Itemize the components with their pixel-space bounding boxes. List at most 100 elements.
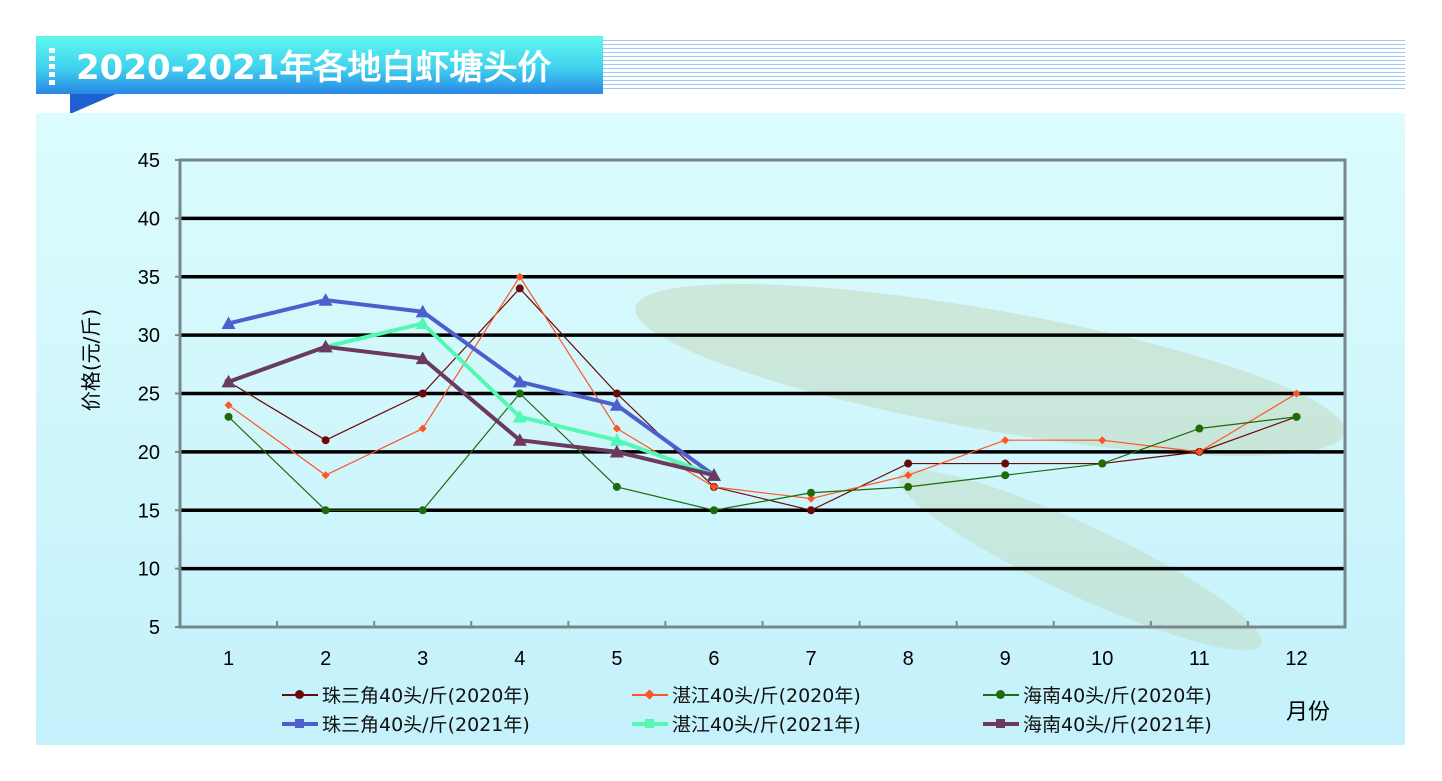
legend-marker-icon bbox=[996, 689, 1005, 699]
legend-label: 湛江40头/斤(2020年) bbox=[672, 685, 861, 707]
data-point-4 bbox=[415, 316, 430, 330]
data-point-1 bbox=[1195, 447, 1204, 456]
series-line-1 bbox=[228, 276, 1297, 500]
y-tick-label: 15 bbox=[138, 500, 160, 522]
data-point-0 bbox=[321, 436, 330, 445]
x-tick-label: 8 bbox=[903, 648, 914, 670]
y-tick-label: 40 bbox=[138, 208, 160, 230]
data-point-4 bbox=[609, 433, 624, 446]
legend-label: 海南40头/斤(2021年) bbox=[1023, 714, 1212, 736]
series-line-2 bbox=[228, 392, 1297, 511]
chart-title: 2020-2021年各地白虾塘头价 bbox=[76, 48, 552, 88]
y-tick-label: 30 bbox=[138, 325, 160, 347]
legend-item: 海南40头/斤(2021年) bbox=[983, 710, 1212, 737]
data-point-0 bbox=[904, 459, 913, 468]
x-tick-label: 12 bbox=[1285, 648, 1307, 670]
dots-decoration bbox=[49, 48, 55, 86]
legend-marker-icon bbox=[295, 718, 304, 728]
data-point-3 bbox=[609, 398, 624, 411]
data-point-0 bbox=[807, 506, 816, 515]
data-point-2 bbox=[709, 506, 718, 515]
legend-label: 湛江40头/斤(2021年) bbox=[672, 714, 861, 736]
data-point-1 bbox=[515, 272, 524, 281]
legend-swatch bbox=[983, 689, 1019, 699]
legend-swatch bbox=[282, 718, 318, 728]
y-tick-label: 25 bbox=[138, 384, 160, 406]
data-point-2 bbox=[418, 506, 427, 515]
data-point-1 bbox=[1001, 436, 1010, 445]
y-tick-label: 5 bbox=[149, 617, 160, 639]
series-line-5 bbox=[227, 344, 715, 478]
data-point-0 bbox=[612, 389, 621, 398]
y-tick-label: 20 bbox=[138, 442, 160, 464]
banner-tail bbox=[70, 94, 116, 114]
data-point-3 bbox=[221, 316, 236, 330]
data-point-1 bbox=[807, 494, 816, 503]
legend-label: 珠三角40头/斤(2021年) bbox=[322, 714, 530, 736]
data-point-2 bbox=[321, 506, 330, 515]
x-tick-label: 1 bbox=[223, 648, 234, 670]
legend-item: 珠三角40头/斤(2021年) bbox=[282, 710, 530, 737]
data-point-2 bbox=[515, 389, 524, 398]
legend-swatch bbox=[983, 718, 1019, 728]
legend-swatch bbox=[632, 718, 668, 728]
legend-marker-icon bbox=[996, 718, 1005, 728]
data-point-5 bbox=[706, 468, 721, 481]
data-point-5 bbox=[318, 339, 333, 353]
data-point-1 bbox=[321, 471, 330, 480]
series-line-0 bbox=[228, 287, 1297, 511]
shrimp-image bbox=[898, 469, 1262, 651]
x-tick-label: 7 bbox=[805, 648, 816, 670]
x-tick-label: 6 bbox=[708, 648, 719, 670]
legend-label: 海南40头/斤(2020年) bbox=[1023, 685, 1212, 707]
data-point-2 bbox=[1195, 424, 1204, 433]
data-point-2 bbox=[224, 412, 233, 421]
legend-swatch bbox=[632, 688, 668, 700]
y-axis-label: 价格(元/斤) bbox=[79, 309, 103, 411]
shrimp-image bbox=[635, 283, 1345, 457]
data-point-2 bbox=[1098, 459, 1107, 468]
legend-marker-icon bbox=[295, 689, 304, 699]
data-point-5 bbox=[512, 433, 527, 446]
data-point-1 bbox=[904, 471, 913, 480]
data-point-0 bbox=[515, 284, 524, 293]
x-tick-label: 9 bbox=[1000, 648, 1011, 670]
x-tick-label: 3 bbox=[417, 648, 428, 670]
legend-item: 珠三角40头/斤(2020年) bbox=[282, 681, 530, 708]
y-tick-label: 45 bbox=[138, 150, 160, 172]
x-axis-label: 月份 bbox=[1286, 700, 1330, 725]
legend-marker-icon bbox=[644, 688, 655, 700]
data-point-1 bbox=[612, 424, 621, 433]
data-point-5 bbox=[415, 351, 430, 365]
data-point-2 bbox=[807, 488, 816, 497]
data-point-3 bbox=[318, 293, 333, 306]
data-point-0 bbox=[1001, 459, 1010, 468]
data-point-1 bbox=[1292, 389, 1301, 398]
data-point-3 bbox=[415, 304, 430, 318]
data-point-1 bbox=[709, 482, 718, 491]
stripes-decoration bbox=[603, 40, 1405, 90]
data-point-2 bbox=[904, 482, 913, 491]
series-line-3 bbox=[228, 298, 716, 477]
data-point-1 bbox=[1098, 436, 1107, 445]
data-point-2 bbox=[1292, 412, 1301, 421]
title-banner: 2020-2021年各地白虾塘头价 bbox=[36, 36, 603, 94]
y-tick-label: 10 bbox=[138, 559, 160, 581]
legend-swatch bbox=[282, 689, 318, 699]
legend-marker-icon bbox=[645, 718, 654, 728]
legend-item: 海南40头/斤(2020年) bbox=[983, 681, 1212, 708]
data-point-5 bbox=[609, 444, 624, 458]
x-tick-label: 2 bbox=[320, 648, 331, 670]
data-point-0 bbox=[418, 389, 427, 398]
y-tick-label: 35 bbox=[138, 267, 160, 289]
x-tick-label: 4 bbox=[514, 648, 525, 670]
x-tick-label: 11 bbox=[1189, 648, 1210, 670]
data-point-1 bbox=[418, 424, 427, 433]
data-point-2 bbox=[1001, 471, 1010, 480]
legend-item: 湛江40头/斤(2021年) bbox=[632, 710, 861, 737]
data-point-3 bbox=[512, 374, 527, 388]
x-tick-label: 10 bbox=[1091, 648, 1113, 670]
data-point-2 bbox=[612, 482, 621, 491]
data-point-1 bbox=[224, 401, 233, 410]
